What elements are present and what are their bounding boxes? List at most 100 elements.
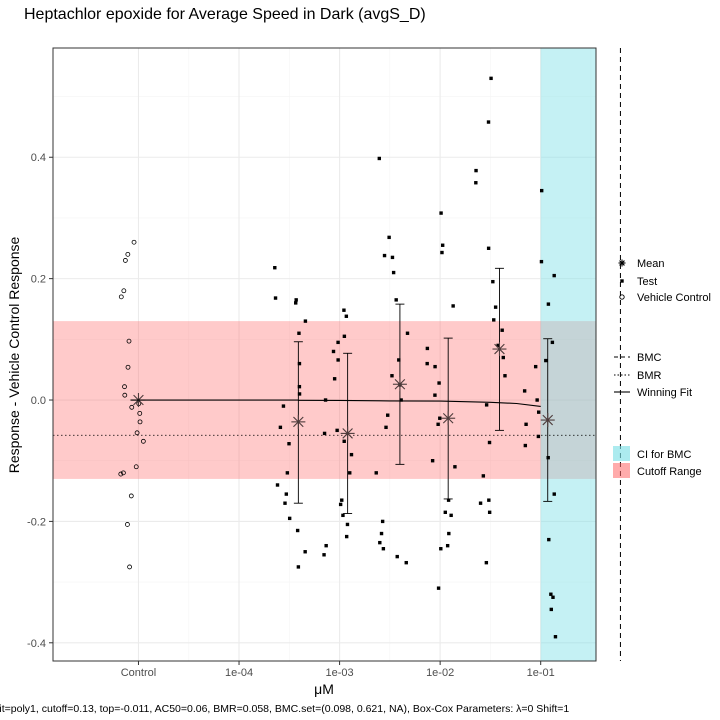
test-point xyxy=(378,540,382,545)
vehicle-control-point xyxy=(122,392,128,398)
test-point xyxy=(486,120,491,124)
test-point xyxy=(425,346,430,351)
test-point xyxy=(322,553,326,557)
test-point xyxy=(430,459,435,463)
test-point xyxy=(449,513,453,518)
test-point xyxy=(340,498,344,502)
test-point xyxy=(501,355,505,360)
vehicle-control-point xyxy=(125,522,130,527)
test-point xyxy=(332,377,337,381)
vehicle-control-point xyxy=(137,419,143,425)
test-point xyxy=(374,471,378,475)
test-point xyxy=(336,358,340,362)
test-point xyxy=(405,331,410,335)
reference-lines xyxy=(53,48,621,661)
test-point xyxy=(399,398,403,402)
vehicle-control-point xyxy=(125,364,131,370)
test-point xyxy=(336,340,340,345)
vehicle-control-points xyxy=(118,239,146,570)
test-point xyxy=(539,188,544,193)
legend-line-label: BMR xyxy=(637,370,662,382)
test-point xyxy=(436,586,441,590)
test-point xyxy=(348,471,352,475)
test-point xyxy=(552,273,556,278)
test-point xyxy=(439,211,443,215)
test-point xyxy=(487,440,492,445)
legend-line-label: Winning Fit xyxy=(637,387,692,399)
test-point xyxy=(297,384,302,389)
test-point xyxy=(294,298,298,302)
test-point xyxy=(404,560,408,565)
test-point xyxy=(303,550,307,554)
vehicle-control-point xyxy=(126,338,132,344)
test-point xyxy=(536,434,541,439)
mean-marker xyxy=(492,342,507,357)
legend-point-label: Vehicle Control xyxy=(637,292,711,304)
test-point xyxy=(496,343,500,348)
test-point xyxy=(379,531,384,536)
x-tick-label: 1e-04 xyxy=(225,667,253,679)
test-point xyxy=(297,331,301,335)
test-point xyxy=(433,393,437,397)
vehicle-control-point xyxy=(133,464,139,470)
test-point xyxy=(380,519,385,524)
vehicle-control-point xyxy=(131,239,137,245)
test-point xyxy=(486,246,491,250)
test-point xyxy=(287,442,291,446)
test-point xyxy=(524,422,528,426)
test-point xyxy=(443,510,447,515)
test-point xyxy=(425,361,429,366)
mean-marker xyxy=(340,426,355,441)
legend-fill-label: CI for BMC xyxy=(637,449,691,461)
y-tick-label: 0.0 xyxy=(31,395,46,407)
test-point xyxy=(549,607,553,612)
test-point xyxy=(446,498,451,502)
test-point xyxy=(322,431,327,436)
test-point xyxy=(381,547,386,551)
test-point xyxy=(547,537,551,542)
test-point xyxy=(377,156,381,161)
test-point xyxy=(439,547,443,551)
test-point xyxy=(552,492,556,496)
test-point xyxy=(478,501,483,505)
x-tick-label: 1e-03 xyxy=(326,667,354,679)
test-point xyxy=(522,389,527,393)
legend-line-label: BMC xyxy=(637,352,662,364)
vehicle-control-point xyxy=(140,438,146,444)
test-point xyxy=(551,595,555,599)
minor-gridlines xyxy=(53,48,596,661)
ci-bmc-band xyxy=(540,48,596,661)
test-point xyxy=(395,554,399,559)
test-point xyxy=(342,308,346,312)
test-point xyxy=(438,416,442,420)
test-point xyxy=(451,304,455,308)
test-point xyxy=(484,403,489,407)
test-point xyxy=(345,522,350,527)
test-point xyxy=(390,374,394,378)
test-point xyxy=(384,425,388,430)
test-point xyxy=(487,510,492,515)
y-tick-label: 0.2 xyxy=(31,274,46,286)
test-point xyxy=(342,439,346,443)
test-point xyxy=(491,279,495,284)
legend-cutoff-range-swatch xyxy=(613,463,630,478)
test-point xyxy=(324,543,328,548)
test-point xyxy=(296,565,301,569)
test-point xyxy=(546,302,551,306)
test-point xyxy=(536,410,541,414)
test-point xyxy=(549,592,553,596)
vehicle-control-point xyxy=(137,410,143,416)
test-point xyxy=(493,305,498,309)
vehicle-control-point xyxy=(118,294,124,300)
test-point xyxy=(341,513,345,518)
test-point xyxy=(303,319,308,323)
y-tick-label: -0.2 xyxy=(27,516,46,528)
test-point xyxy=(440,243,445,247)
test-point xyxy=(445,543,450,548)
test-point xyxy=(287,516,292,521)
test-point xyxy=(284,492,289,496)
test-point xyxy=(544,358,548,363)
winning-fit-curve xyxy=(130,399,541,407)
vehicle-control-point xyxy=(125,251,131,257)
mean-marker xyxy=(441,411,456,426)
